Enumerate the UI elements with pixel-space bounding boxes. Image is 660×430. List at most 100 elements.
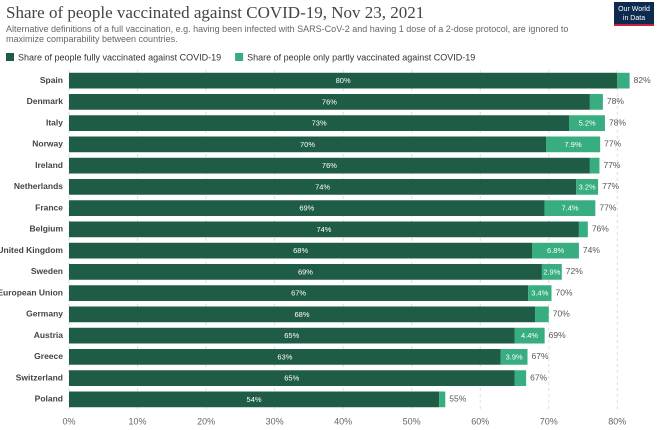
- value-label: 3.4%: [531, 289, 548, 298]
- value-label: 68%: [295, 310, 310, 319]
- bar-segment: [69, 306, 536, 323]
- bar-segment: [69, 349, 501, 365]
- bar-segment: [500, 349, 528, 365]
- value-label: 7.9%: [565, 140, 582, 149]
- value-label: 7.4%: [561, 204, 578, 213]
- x-tick-label: 0%: [62, 416, 75, 426]
- value-label: 74%: [315, 182, 330, 191]
- total-label: 78%: [607, 96, 624, 106]
- y-tick-label: Norway: [32, 139, 63, 149]
- value-label: 2.9%: [543, 267, 560, 276]
- value-label: 6.8%: [547, 246, 564, 255]
- y-tick-label: Sweden: [31, 266, 63, 276]
- total-label: 67%: [532, 351, 549, 361]
- y-tick-label: Austria: [34, 330, 64, 340]
- total-label: 77%: [603, 160, 620, 170]
- bar-segment: [69, 264, 542, 280]
- value-label: 65%: [284, 374, 299, 383]
- legend-swatch: [235, 53, 244, 61]
- y-tick-label: France: [35, 202, 63, 212]
- bar-segment: [69, 94, 590, 110]
- bar-segment: [69, 221, 579, 238]
- x-tick-label: 10%: [129, 416, 147, 426]
- legend-label: Share of people only partly vaccinated a…: [247, 52, 475, 62]
- bar-segment: [528, 285, 552, 301]
- y-tick-label: Spain: [40, 75, 63, 85]
- total-label: 67%: [530, 372, 547, 382]
- x-tick-label: 30%: [266, 416, 284, 426]
- value-label: 76%: [322, 161, 337, 170]
- value-label: 70%: [300, 140, 315, 149]
- bar-segment: [532, 242, 579, 259]
- bar-segment: [439, 391, 446, 408]
- value-label: 67%: [291, 289, 306, 298]
- legend-label: Share of people fully vaccinated against…: [18, 52, 221, 62]
- value-label: 68%: [293, 246, 308, 255]
- total-label: 70%: [553, 309, 570, 319]
- bar-segment: [514, 327, 545, 344]
- value-label: 5.2%: [579, 119, 596, 128]
- y-tick-label: Netherlands: [14, 181, 63, 191]
- value-label: 4.4%: [521, 331, 538, 340]
- logo-line: Our World: [618, 6, 650, 13]
- total-label: 77%: [604, 139, 621, 149]
- y-tick-label: Ireland: [35, 160, 63, 170]
- total-label: 77%: [602, 181, 619, 191]
- chart-title: Share of people vaccinated against COVID…: [6, 3, 424, 22]
- y-tick-label: Greece: [34, 351, 63, 361]
- subtitle-box: Alternative definitions of a full vaccin…: [6, 24, 569, 44]
- y-tick-label: Switzerland: [16, 372, 63, 382]
- bar-segment: [535, 306, 549, 323]
- bar-segment: [544, 200, 596, 216]
- y-tick-label: Germany: [26, 309, 63, 319]
- total-label: 82%: [634, 75, 651, 85]
- value-label: 3.2%: [579, 182, 596, 191]
- bar-segment: [578, 221, 588, 238]
- bar-segment: [69, 370, 515, 386]
- bar-segment: [617, 72, 630, 89]
- bar-segment: [69, 179, 577, 195]
- bar-segment: [569, 115, 605, 131]
- value-label: 74%: [316, 225, 331, 234]
- total-label: 77%: [599, 202, 616, 212]
- legend-swatch: [6, 53, 14, 61]
- x-tick-label: 50%: [403, 416, 421, 426]
- value-label: 76%: [322, 97, 337, 106]
- value-label: 63%: [277, 352, 292, 361]
- logo-line: in Data: [623, 15, 645, 22]
- bar-segment: [69, 285, 529, 301]
- bar-segment: [589, 157, 600, 174]
- total-label: 74%: [583, 245, 600, 255]
- y-tick-label: United Kingdom: [0, 245, 63, 255]
- x-tick-label: 80%: [608, 416, 626, 426]
- value-label: 54%: [247, 395, 262, 404]
- bar-segment: [541, 264, 562, 280]
- bar-segment: [69, 327, 515, 344]
- bar-segment: [69, 72, 618, 89]
- bar-segment: [69, 391, 440, 408]
- bar-segment: [69, 136, 547, 153]
- total-label: 78%: [609, 117, 626, 127]
- total-label: 76%: [592, 224, 609, 234]
- x-tick-label: 60%: [471, 416, 489, 426]
- bar-segment: [514, 370, 527, 386]
- value-label: 80%: [336, 76, 351, 85]
- total-label: 69%: [549, 330, 566, 340]
- value-label: 73%: [312, 119, 327, 128]
- chart-subtitle: Alternative definitions of a full vaccin…: [6, 24, 569, 44]
- value-label: 3.9%: [506, 352, 523, 361]
- logo-stripe: [614, 24, 654, 26]
- y-tick-label: Italy: [46, 117, 63, 127]
- bar-segment: [69, 157, 590, 174]
- y-tick-label: Denmark: [27, 96, 64, 106]
- y-tick-label: Belgium: [29, 224, 63, 234]
- y-tick-label: Poland: [35, 394, 63, 404]
- bar-segment: [69, 115, 570, 131]
- x-tick-label: 70%: [540, 416, 558, 426]
- total-label: 72%: [566, 266, 583, 276]
- value-label: 69%: [298, 267, 313, 276]
- total-label: 70%: [555, 287, 572, 297]
- bar-segment: [69, 242, 533, 259]
